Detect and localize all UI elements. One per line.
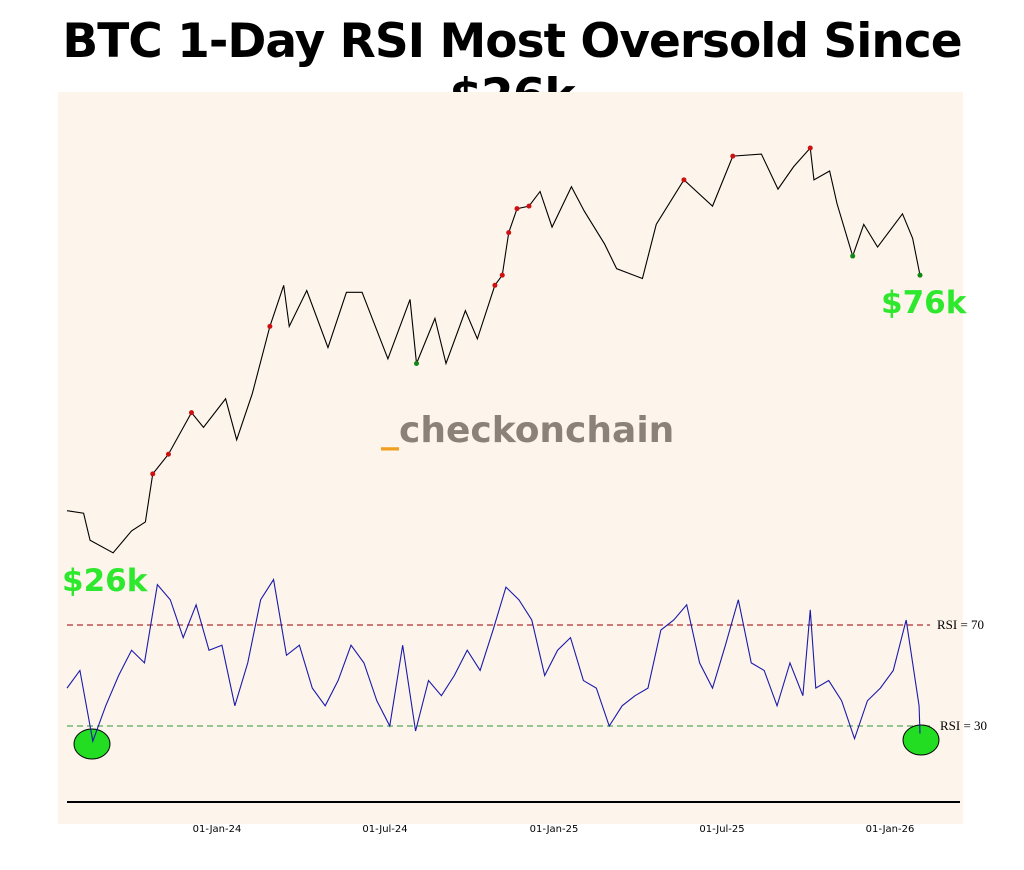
overbought-marker xyxy=(267,323,273,329)
watermark-text: checkonchain xyxy=(399,410,675,451)
x-tick-label: 01-Jul-25 xyxy=(699,824,745,835)
overbought-marker xyxy=(499,272,505,278)
watermark-underscore: _ xyxy=(381,410,399,451)
watermark: _checkonchain xyxy=(381,410,674,451)
oversold-highlight-circle xyxy=(902,724,940,756)
x-tick-label: 01-Jul-24 xyxy=(362,824,408,835)
overbought-marker xyxy=(492,282,498,288)
oversold-highlight-circle xyxy=(73,728,111,760)
chart-panel xyxy=(58,92,963,824)
oversold-marker xyxy=(850,253,856,259)
label-26k: $26k xyxy=(62,563,148,599)
overbought-marker xyxy=(681,177,687,183)
rsi-70-label: RSI = 70 xyxy=(937,617,985,632)
price-line xyxy=(66,146,921,554)
x-tick-label: 01-Jan-26 xyxy=(865,824,915,835)
oversold-marker xyxy=(917,272,923,278)
overbought-marker xyxy=(526,203,532,209)
overbought-marker xyxy=(165,451,171,457)
overbought-marker xyxy=(514,206,520,212)
overbought-marker xyxy=(807,145,813,151)
overbought-marker xyxy=(730,153,736,159)
x-tick-label: 01-Jan-24 xyxy=(192,824,242,835)
overbought-marker xyxy=(150,471,156,477)
rsi-line xyxy=(66,578,921,744)
label-76k: $76k xyxy=(881,285,967,321)
overbought-marker xyxy=(506,230,512,236)
overbought-marker xyxy=(188,410,194,416)
oversold-marker xyxy=(413,360,419,366)
rsi-30-label: RSI = 30 xyxy=(940,718,988,733)
x-tick-label: 01-Jan-25 xyxy=(529,824,579,835)
